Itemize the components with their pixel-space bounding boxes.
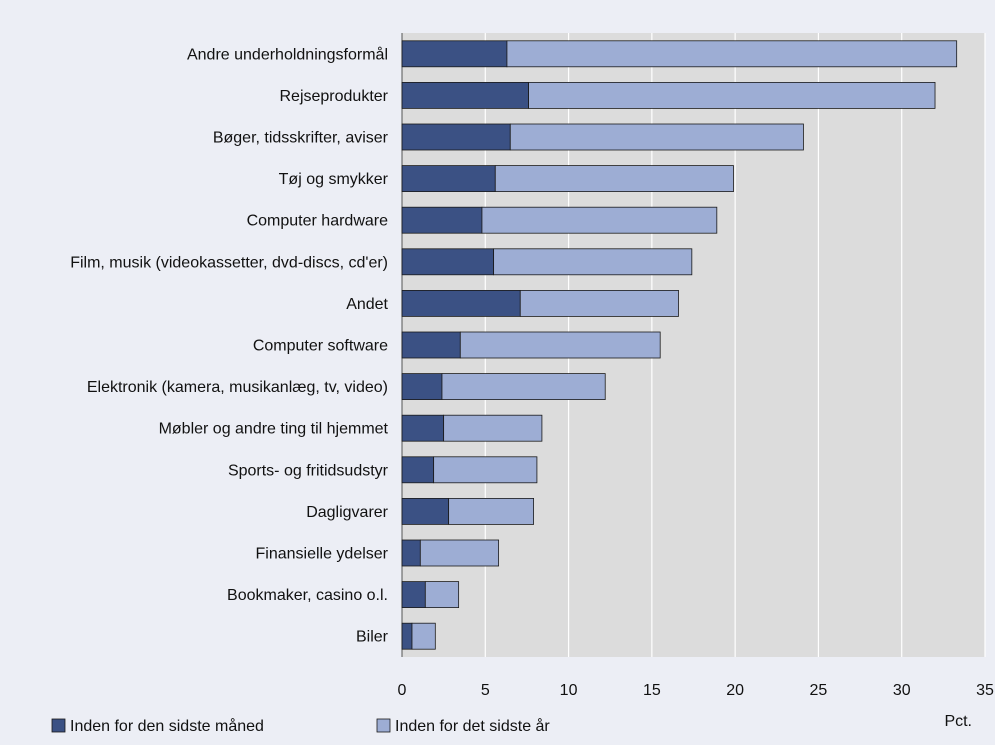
x-tick-label: 15 bbox=[643, 682, 661, 699]
bar-segment-month bbox=[401, 123, 511, 151]
bar-segment-month bbox=[401, 289, 521, 317]
bar-segment-year bbox=[419, 539, 500, 567]
x-tick-label: 35 bbox=[976, 682, 994, 699]
category-label: Rejseprodukter bbox=[280, 88, 389, 105]
x-axis-label: Pct. bbox=[944, 713, 972, 730]
bar-segment-year bbox=[448, 497, 534, 525]
bar-segment-year bbox=[493, 248, 693, 276]
bar-segment-year bbox=[443, 414, 543, 442]
bar-segment-year bbox=[411, 622, 436, 650]
bar-segment-month bbox=[401, 165, 496, 193]
legend: Inden for den sidste måned Inden for det … bbox=[51, 717, 550, 735]
bar-segment-month bbox=[401, 414, 445, 442]
bar-segment-year bbox=[481, 206, 718, 234]
x-axis-ticks: 0 5 10 15 20 25 30 35 bbox=[398, 682, 994, 699]
category-label: Andet bbox=[346, 296, 388, 313]
bar-segment-month bbox=[401, 622, 413, 650]
x-tick-label: 30 bbox=[893, 682, 911, 699]
bar-segment-month bbox=[401, 206, 483, 234]
category-label: Bookmaker, casino o.l. bbox=[227, 587, 388, 604]
x-tick-label: 5 bbox=[481, 682, 490, 699]
bar-segment-year bbox=[509, 123, 804, 151]
category-label: Finansielle ydelser bbox=[255, 546, 388, 563]
bar-segment-month bbox=[401, 497, 450, 525]
bar-segment-month bbox=[401, 331, 461, 359]
bar-segment-month bbox=[401, 248, 495, 276]
category-label: Sports- og fritidsudstyr bbox=[228, 462, 389, 479]
category-label: Film, musik (videokassetter, dvd-discs, … bbox=[70, 254, 388, 271]
bars bbox=[401, 40, 958, 650]
bar-segment-year bbox=[519, 289, 679, 317]
bar-segment-month bbox=[401, 82, 529, 109]
category-label: Dagligvarer bbox=[306, 504, 388, 521]
category-labels: Andre underholdningsformål Rejseprodukter… bbox=[70, 45, 388, 645]
category-label: Computer hardware bbox=[247, 213, 389, 230]
bar-segment-month bbox=[401, 581, 426, 608]
bar-segment-month bbox=[401, 40, 508, 68]
x-tick-label: 20 bbox=[726, 682, 744, 699]
bar-segment-month bbox=[401, 456, 435, 484]
category-label: Elektronik (kamera, musikanlæg, tv, vide… bbox=[87, 379, 388, 396]
x-tick-label: 25 bbox=[810, 682, 828, 699]
category-label: Andre underholdningsformål bbox=[187, 45, 388, 63]
x-tick-label: 0 bbox=[398, 682, 407, 699]
legend-label: Inden for det sidste år bbox=[395, 717, 550, 735]
bar-segment-year bbox=[494, 165, 734, 193]
category-label: Biler bbox=[356, 629, 389, 646]
legend-swatch bbox=[376, 718, 391, 733]
bar-segment-year bbox=[528, 82, 936, 109]
category-label: Bøger, tidsskrifter, aviser bbox=[213, 130, 389, 147]
legend-swatch bbox=[51, 718, 66, 733]
bar-segment-year bbox=[441, 373, 606, 401]
bar-segment-year bbox=[506, 40, 958, 68]
category-label: Møbler og andre ting til hjemmet bbox=[159, 421, 389, 438]
x-tick-label: 10 bbox=[560, 682, 578, 699]
bar-segment-month bbox=[401, 539, 421, 567]
category-label: Computer software bbox=[253, 338, 388, 355]
bar-segment-year bbox=[433, 456, 538, 484]
bar-segment-year bbox=[424, 581, 460, 608]
bar-segment-month bbox=[401, 373, 443, 401]
legend-label: Inden for den sidste måned bbox=[70, 717, 264, 735]
bar-segment-year bbox=[459, 331, 661, 359]
category-label: Tøj og smykker bbox=[279, 171, 389, 188]
